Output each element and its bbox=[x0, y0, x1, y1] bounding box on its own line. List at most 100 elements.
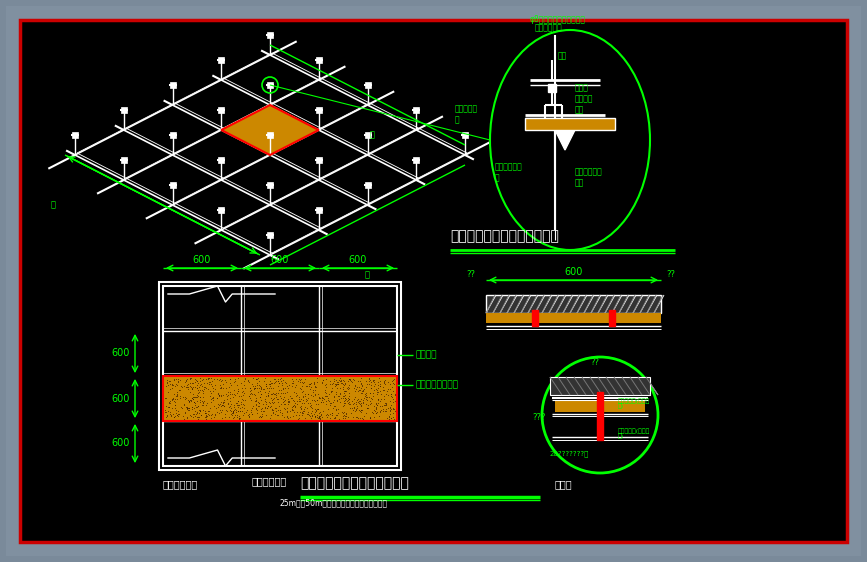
Point bbox=[244, 395, 257, 404]
Point bbox=[341, 398, 355, 407]
Point bbox=[267, 379, 281, 388]
Point bbox=[289, 382, 303, 391]
Point bbox=[169, 408, 183, 417]
Point bbox=[190, 391, 204, 400]
Point bbox=[268, 378, 282, 387]
Point bbox=[224, 400, 238, 409]
Point bbox=[183, 374, 197, 383]
Point bbox=[322, 389, 336, 398]
Point bbox=[368, 404, 382, 413]
Point bbox=[263, 384, 277, 393]
Point bbox=[199, 383, 213, 392]
Point bbox=[184, 412, 198, 421]
Point bbox=[174, 404, 188, 413]
Point bbox=[319, 392, 333, 401]
Bar bbox=[72, 132, 78, 138]
Point bbox=[284, 393, 298, 402]
Point bbox=[371, 383, 385, 392]
Point bbox=[362, 377, 375, 386]
Point bbox=[223, 378, 237, 387]
Point bbox=[191, 378, 205, 387]
Bar bbox=[267, 182, 273, 188]
Point bbox=[310, 413, 324, 422]
Point bbox=[368, 413, 381, 422]
Point bbox=[371, 394, 385, 403]
Point bbox=[163, 407, 177, 416]
Point bbox=[350, 383, 364, 392]
Point bbox=[181, 395, 195, 404]
Point bbox=[252, 413, 266, 422]
Point bbox=[211, 375, 225, 384]
Point bbox=[264, 379, 278, 388]
Point bbox=[255, 384, 269, 393]
Point bbox=[162, 398, 176, 407]
Point bbox=[349, 384, 363, 393]
Point bbox=[182, 397, 196, 406]
Point bbox=[254, 389, 268, 398]
Point bbox=[262, 390, 276, 399]
Point bbox=[235, 402, 249, 411]
Point bbox=[379, 407, 393, 416]
Point bbox=[386, 394, 400, 403]
Point bbox=[198, 383, 212, 392]
Point bbox=[231, 386, 245, 395]
Point bbox=[305, 412, 319, 421]
Point bbox=[163, 385, 177, 394]
Point bbox=[224, 375, 238, 384]
Point bbox=[383, 405, 397, 414]
Point bbox=[349, 387, 362, 396]
Point bbox=[221, 399, 235, 408]
Bar bbox=[121, 157, 127, 163]
Point bbox=[359, 408, 373, 417]
Point bbox=[336, 383, 350, 392]
Point bbox=[186, 402, 199, 411]
Point bbox=[337, 407, 351, 416]
Point bbox=[302, 411, 316, 420]
Point bbox=[351, 414, 365, 423]
Point bbox=[199, 401, 212, 410]
Point bbox=[211, 407, 225, 416]
Point bbox=[321, 393, 335, 402]
Point bbox=[163, 410, 177, 419]
Point bbox=[204, 414, 218, 423]
Point bbox=[252, 384, 266, 393]
Point bbox=[237, 381, 251, 390]
Point bbox=[201, 410, 215, 419]
Point bbox=[230, 388, 244, 397]
Point bbox=[203, 378, 217, 387]
Point bbox=[300, 403, 314, 412]
Point bbox=[319, 374, 333, 383]
Point bbox=[381, 413, 394, 422]
Point bbox=[195, 396, 209, 405]
Bar bbox=[218, 107, 225, 113]
Point bbox=[253, 382, 267, 391]
Point bbox=[329, 405, 343, 414]
Text: 固定于天花）: 固定于天花） bbox=[535, 23, 563, 32]
Point bbox=[279, 378, 293, 387]
Point bbox=[381, 391, 394, 400]
Point bbox=[340, 383, 354, 392]
Text: 概: 概 bbox=[50, 201, 55, 210]
Point bbox=[310, 396, 324, 405]
Text: 600: 600 bbox=[112, 393, 130, 404]
Point bbox=[243, 409, 257, 418]
Point bbox=[336, 401, 350, 410]
Point bbox=[235, 395, 249, 404]
Point bbox=[173, 386, 187, 395]
Point bbox=[238, 374, 252, 383]
Point bbox=[310, 404, 324, 413]
Point bbox=[336, 413, 349, 422]
Point bbox=[293, 402, 307, 411]
Point bbox=[170, 389, 184, 398]
Point bbox=[331, 404, 345, 413]
Point bbox=[269, 389, 283, 398]
Point bbox=[224, 375, 238, 384]
Point bbox=[191, 412, 205, 421]
Point bbox=[219, 406, 233, 415]
Point bbox=[205, 382, 218, 391]
Point bbox=[214, 383, 228, 392]
Point bbox=[234, 397, 248, 406]
Point bbox=[346, 405, 360, 414]
Point bbox=[362, 379, 376, 388]
Point bbox=[191, 401, 205, 410]
